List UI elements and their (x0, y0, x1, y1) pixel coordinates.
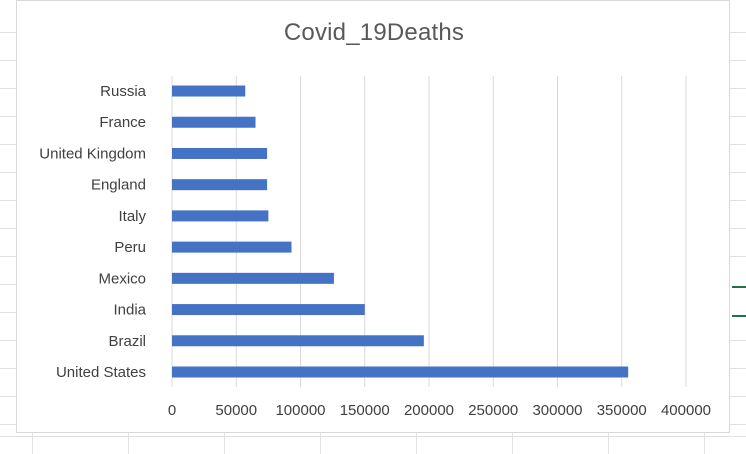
chart-title: Covid_19Deaths (283, 19, 465, 46)
x-tick-label-2: 100000 (275, 402, 325, 419)
x-tick-label-1: 50000 (215, 402, 257, 419)
bar-peru[interactable] (172, 241, 292, 253)
bar-france[interactable] (172, 116, 256, 128)
x-tick-label-0: 0 (168, 402, 176, 419)
plot-area: United States Brazil India Mexico Peru Italy E… (39, 76, 711, 419)
x-tick-label-3: 150000 (340, 402, 390, 419)
bar-united-kingdom[interactable] (172, 147, 268, 159)
category-label-united-kingdom: United Kingdom (39, 145, 146, 162)
bar-india[interactable] (172, 304, 365, 316)
bar-brazil[interactable] (172, 335, 424, 347)
x-tick-label-5: 250000 (468, 402, 518, 419)
category-label-france: France (99, 114, 146, 131)
bars (172, 85, 629, 378)
category-label-england: England (91, 177, 146, 194)
bar-italy[interactable] (172, 210, 269, 222)
category-label-brazil: Brazil (108, 333, 146, 350)
category-labels: United States Brazil India Mexico Peru Italy E… (39, 83, 146, 381)
bar-mexico[interactable] (172, 272, 334, 284)
category-label-russia: Russia (100, 83, 147, 100)
gridlines (171, 76, 687, 387)
bar-russia[interactable] (172, 85, 246, 97)
x-tick-label-6: 300000 (532, 402, 582, 419)
category-label-mexico: Mexico (98, 270, 146, 287)
bar-england[interactable] (172, 179, 268, 191)
x-tick-label-4: 200000 (404, 402, 454, 419)
category-label-united-states: United States (56, 364, 146, 381)
x-tick-labels: 0 50000 100000 150000 200000 250000 300000 3500… (168, 402, 711, 419)
x-tick-label-8: 400000 (661, 402, 711, 419)
category-label-india: India (113, 302, 146, 319)
category-label-peru: Peru (114, 239, 146, 256)
x-tick-label-7: 350000 (597, 402, 647, 419)
chart[interactable]: Covid_19Deaths United States Brazil India M… (16, 0, 730, 433)
category-label-italy: Italy (118, 208, 146, 225)
bar-united-states[interactable] (172, 366, 629, 378)
